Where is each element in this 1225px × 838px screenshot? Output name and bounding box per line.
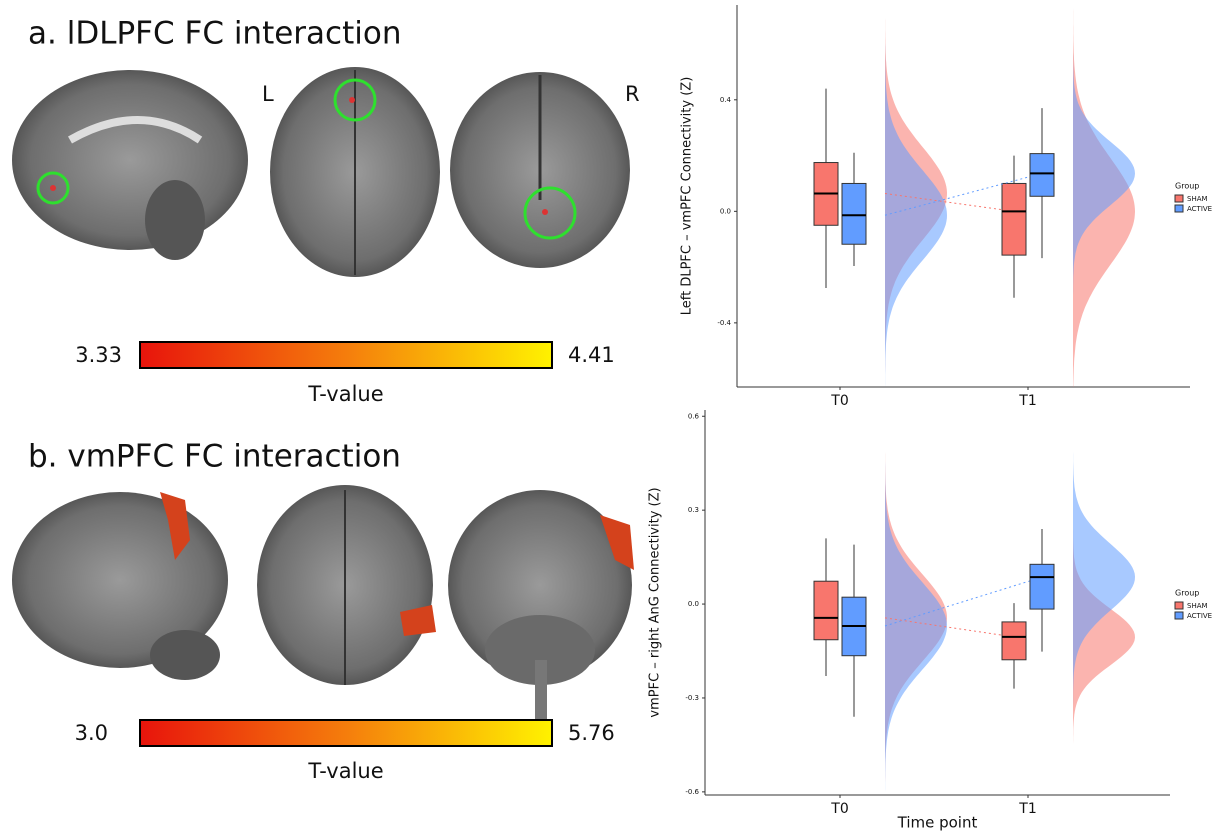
brain-images: [12, 485, 634, 720]
legend-title: Group: [1175, 182, 1199, 191]
y-tick-label: 0.0: [720, 207, 731, 215]
hemisphere-label: L: [262, 82, 274, 106]
legend-swatch: [1174, 611, 1184, 620]
median-connector: [884, 192, 1015, 212]
y-tick-label: 0.4: [720, 96, 732, 104]
density-cloud: [885, 410, 947, 795]
box: [1001, 182, 1027, 256]
median-connector: [884, 172, 1043, 216]
x-axis-label: Time point: [897, 814, 978, 832]
legend-swatch: [1174, 204, 1184, 213]
density-cloud: [885, 5, 947, 387]
panel-title: a. lDLPFC FC interaction: [28, 16, 401, 52]
colorbar: [139, 719, 553, 747]
x-tick-label: T0: [830, 393, 848, 409]
box: [1001, 621, 1027, 661]
y-tick-label: -0.6: [685, 788, 699, 796]
legend-label: ACTIVE: [1187, 205, 1212, 213]
legend-label: SHAM: [1187, 602, 1208, 610]
brain-images: [12, 67, 630, 277]
y-axis-label: Left DLPFC – vmPFC Connectivity (Z): [680, 77, 695, 316]
y-tick-label: 0.6: [688, 412, 700, 420]
x-tick-label: T1: [1018, 393, 1036, 409]
legend-swatch: [1174, 194, 1184, 203]
x-tick-label: T0: [830, 801, 848, 817]
x-tick-label: T1: [1018, 801, 1036, 817]
legend-label: ACTIVE: [1187, 612, 1212, 620]
y-tick-label: -0.3: [685, 694, 699, 702]
legend-title: Group: [1175, 589, 1199, 598]
colorbar-max: 4.41: [568, 343, 615, 367]
density-cloud: [1073, 5, 1135, 387]
colorbar-min: 3.0: [75, 721, 108, 745]
box: [1029, 153, 1055, 197]
box: [841, 182, 867, 245]
colorbar-label: T-value: [307, 382, 383, 406]
colorbar-min: 3.33: [75, 343, 122, 367]
y-axis-label: vmPFC – right AnG Connectivity (Z): [648, 487, 663, 717]
colorbar-max: 5.76: [568, 721, 615, 745]
box: [813, 580, 839, 641]
median-connector: [884, 617, 1015, 638]
box: [1029, 563, 1055, 610]
colorbar: [139, 341, 553, 369]
density-cloud: [1073, 410, 1135, 795]
y-tick-label: 0.0: [688, 600, 699, 608]
legend-swatch: [1174, 601, 1184, 610]
legend-label: SHAM: [1187, 195, 1208, 203]
y-tick-label: 0.3: [688, 506, 699, 514]
panel-title: b. vmPFC FC interaction: [28, 439, 401, 475]
colorbar-label: T-value: [307, 759, 383, 783]
y-tick-label: -0.4: [717, 319, 731, 327]
hemisphere-label: R: [625, 82, 640, 106]
